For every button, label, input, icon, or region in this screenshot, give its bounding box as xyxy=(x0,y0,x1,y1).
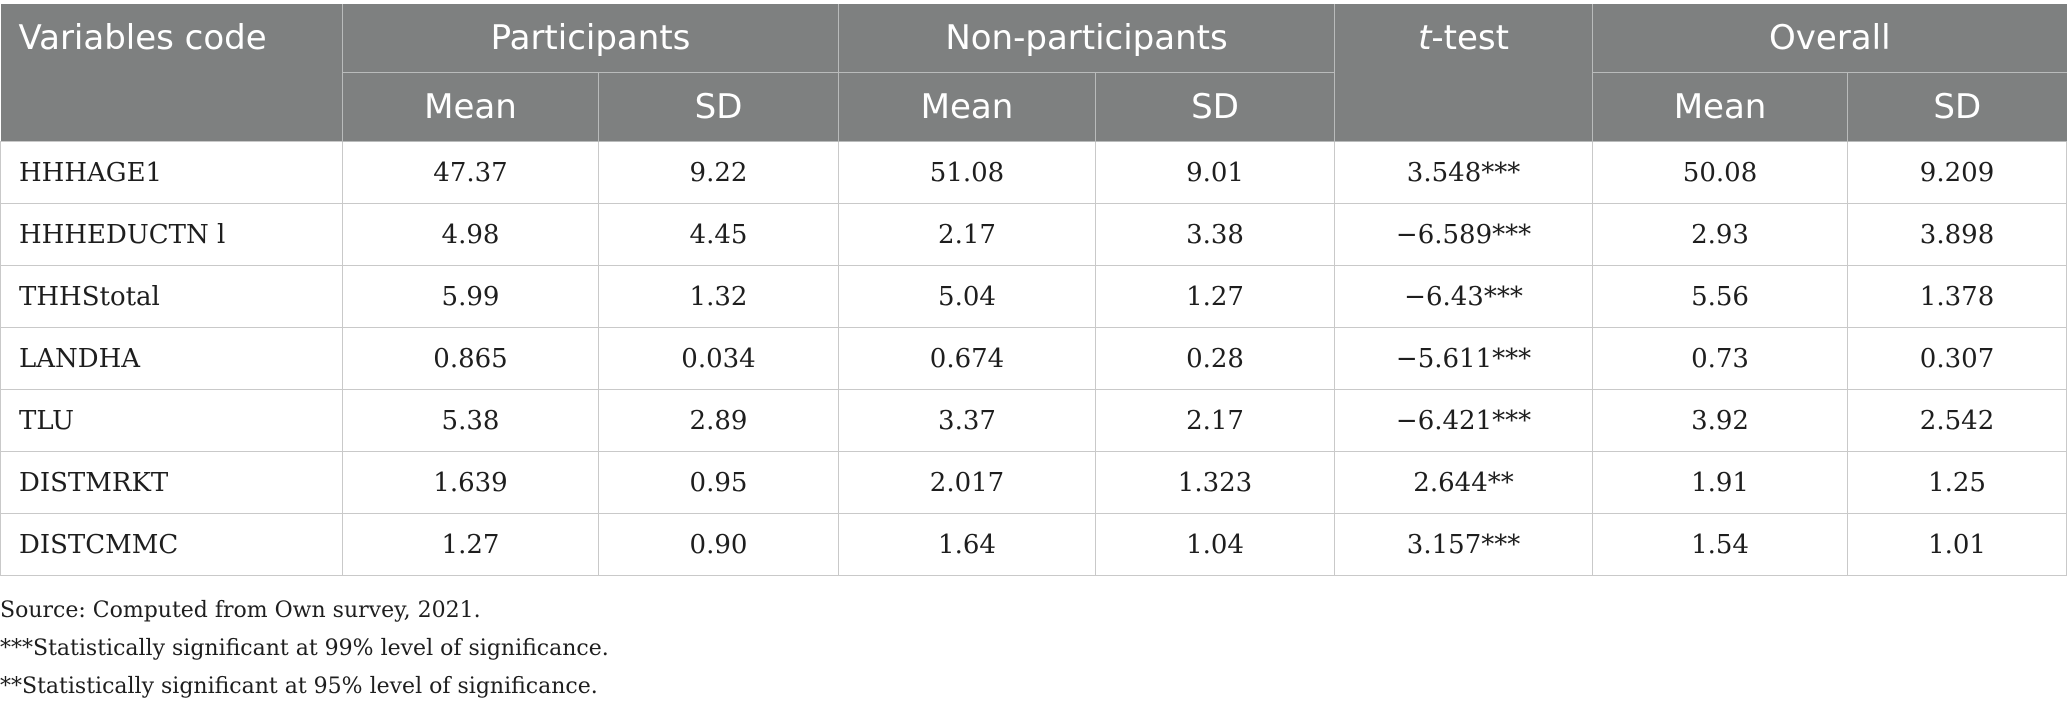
cell-overall-sd: 2.542 xyxy=(1847,389,2068,452)
cell-participants-sd: 2.89 xyxy=(598,389,839,452)
cell-overall-sd: 0.307 xyxy=(1847,327,2068,390)
table-row: TLU 5.38 2.89 3.37 2.17 −6.421*** 3.92 2… xyxy=(0,389,2068,452)
header-overall-sd: SD xyxy=(1847,72,2067,142)
header-participants-mean: Mean xyxy=(342,72,599,142)
cell-non-participants-mean: 3.37 xyxy=(838,389,1096,452)
cell-non-participants-sd: 0.28 xyxy=(1094,327,1336,390)
cell-ttest: −6.589*** xyxy=(1334,203,1594,266)
cell-overall-mean: 0.73 xyxy=(1592,327,1849,390)
table-footnotes: Source: Computed from Own survey, 2021. … xyxy=(0,592,609,706)
cell-participants-sd: 0.034 xyxy=(598,327,839,390)
header-overall: Overall xyxy=(1592,4,2067,73)
cell-non-participants-mean: 2.17 xyxy=(838,203,1096,266)
cell-overall-sd: 1.378 xyxy=(1847,265,2068,328)
header-participants-sd: SD xyxy=(598,72,839,142)
cell-non-participants-sd: 1.27 xyxy=(1094,265,1336,328)
cell-variable: HHHEDUCTN l xyxy=(0,203,343,266)
table-row: HHHEDUCTN l 4.98 4.45 2.17 3.38 −6.589**… xyxy=(0,203,2068,266)
cell-participants-mean: 0.865 xyxy=(342,327,599,390)
table-body: HHHAGE1 47.37 9.22 51.08 9.01 3.548*** 5… xyxy=(0,141,2068,576)
significance-note-95: **Statistically significant at 95% level… xyxy=(0,674,598,699)
cell-participants-sd: 0.95 xyxy=(598,451,839,514)
table-row: DISTCMMC 1.27 0.90 1.64 1.04 3.157*** 1.… xyxy=(0,513,2068,576)
cell-participants-mean: 47.37 xyxy=(342,141,599,204)
cell-variable: TLU xyxy=(0,389,343,452)
header-ttest-rest: -test xyxy=(1431,18,1509,58)
cell-overall-sd: 1.25 xyxy=(1847,451,2068,514)
table-row: HHHAGE1 47.37 9.22 51.08 9.01 3.548*** 5… xyxy=(0,141,2068,204)
table-container: Variables code Participants Non-particip… xyxy=(0,4,2068,576)
cell-ttest: −6.421*** xyxy=(1334,389,1594,452)
header-ttest-italic: t xyxy=(1418,18,1432,58)
cell-ttest: −6.43*** xyxy=(1334,265,1594,328)
cell-overall-mean: 1.54 xyxy=(1592,513,1849,576)
summary-statistics-table: Variables code Participants Non-particip… xyxy=(0,4,2068,576)
cell-variable: DISTMRKT xyxy=(0,451,343,514)
significance-note-99: ***Statistically significant at 99% leve… xyxy=(0,636,609,661)
table-row: DISTMRKT 1.639 0.95 2.017 1.323 2.644** … xyxy=(0,451,2068,514)
header-non-participants: Non-participants xyxy=(838,4,1336,73)
table-row: LANDHA 0.865 0.034 0.674 0.28 −5.611*** … xyxy=(0,327,2068,390)
cell-ttest: 2.644** xyxy=(1334,451,1594,514)
cell-overall-sd: 1.01 xyxy=(1847,513,2068,576)
cell-participants-sd: 4.45 xyxy=(598,203,839,266)
cell-overall-mean: 2.93 xyxy=(1592,203,1849,266)
header-participants: Participants xyxy=(342,4,839,73)
cell-non-participants-mean: 51.08 xyxy=(838,141,1096,204)
cell-participants-mean: 1.639 xyxy=(342,451,599,514)
cell-participants-mean: 5.38 xyxy=(342,389,599,452)
cell-overall-sd: 3.898 xyxy=(1847,203,2068,266)
cell-participants-sd: 9.22 xyxy=(598,141,839,204)
table-header: Variables code Participants Non-particip… xyxy=(0,4,2067,142)
cell-participants-sd: 0.90 xyxy=(598,513,839,576)
cell-participants-mean: 5.99 xyxy=(342,265,599,328)
cell-non-participants-sd: 2.17 xyxy=(1094,389,1336,452)
table-row: THHStotal 5.99 1.32 5.04 1.27 −6.43*** 5… xyxy=(0,265,2068,328)
cell-non-participants-mean: 2.017 xyxy=(838,451,1096,514)
header-non-participants-sd: SD xyxy=(1095,72,1336,142)
cell-non-participants-mean: 0.674 xyxy=(838,327,1096,390)
cell-variable: HHHAGE1 xyxy=(0,141,343,204)
cell-overall-mean: 50.08 xyxy=(1592,141,1849,204)
header-overall-mean: Mean xyxy=(1592,72,1849,142)
cell-overall-sd: 9.209 xyxy=(1847,141,2068,204)
cell-ttest: 3.157*** xyxy=(1334,513,1594,576)
cell-participants-mean: 1.27 xyxy=(342,513,599,576)
cell-non-participants-mean: 1.64 xyxy=(838,513,1096,576)
cell-variable: LANDHA xyxy=(0,327,343,390)
cell-ttest: 3.548*** xyxy=(1334,141,1594,204)
header-ttest: t-test xyxy=(1334,4,1594,142)
cell-overall-mean: 5.56 xyxy=(1592,265,1849,328)
cell-participants-sd: 1.32 xyxy=(598,265,839,328)
cell-participants-mean: 4.98 xyxy=(342,203,599,266)
header-non-participants-mean: Mean xyxy=(838,72,1096,142)
cell-non-participants-mean: 5.04 xyxy=(838,265,1096,328)
cell-variable: THHStotal xyxy=(0,265,343,328)
source-note: Source: Computed from Own survey, 2021. xyxy=(0,598,481,623)
cell-non-participants-sd: 1.04 xyxy=(1094,513,1336,576)
cell-non-participants-sd: 3.38 xyxy=(1094,203,1336,266)
header-variables-code: Variables code xyxy=(0,4,343,142)
cell-overall-mean: 3.92 xyxy=(1592,389,1849,452)
cell-overall-mean: 1.91 xyxy=(1592,451,1849,514)
cell-ttest: −5.611*** xyxy=(1334,327,1594,390)
cell-variable: DISTCMMC xyxy=(0,513,343,576)
cell-non-participants-sd: 1.323 xyxy=(1094,451,1336,514)
cell-non-participants-sd: 9.01 xyxy=(1094,141,1336,204)
